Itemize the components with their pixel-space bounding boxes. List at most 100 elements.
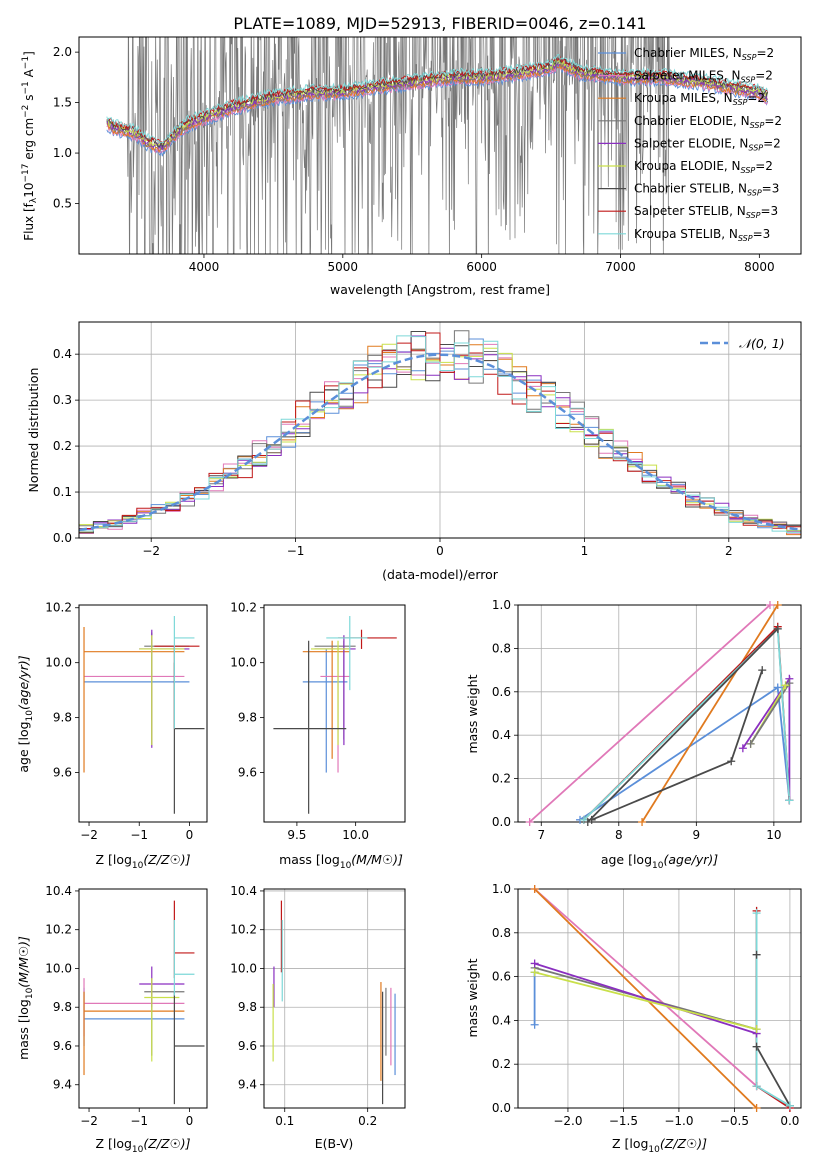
legend-entry-name: Kroupa ELODIE, N bbox=[634, 159, 741, 173]
y-tick-label: 10.0 bbox=[45, 961, 72, 975]
weight-marker bbox=[758, 666, 767, 675]
x-tick-label: 9 bbox=[693, 828, 701, 842]
y-tick-label: 0.4 bbox=[53, 347, 72, 361]
legend-entry-tail: =2 bbox=[764, 114, 782, 128]
y-tick-label: 9.8 bbox=[53, 711, 72, 725]
y-tick-label: 0.6 bbox=[492, 685, 511, 699]
axis-label-main: Z [log bbox=[612, 1136, 648, 1151]
y-tick-label: 9.6 bbox=[53, 1039, 72, 1053]
axis-label-sub: 10 bbox=[648, 1145, 660, 1155]
x-tick-label: 0 bbox=[436, 544, 444, 558]
legend-entry-tail: =2 bbox=[755, 159, 773, 173]
legend-entry-sub: SSP bbox=[746, 211, 761, 220]
y-axis-label-part: ] bbox=[22, 51, 36, 56]
axes-frame bbox=[517, 888, 802, 1109]
legend-entry-name: Chabrier MILES, N bbox=[634, 46, 742, 60]
panel-mass-weight-vs-Z: −2.0 −1.5 −1.0 −0.5 0.0 0.0 0.2 0.4 0.6 0.8 1.0 Z [… bbox=[465, 882, 802, 1155]
legend-entry-sub: SSP bbox=[747, 189, 762, 198]
y-tick-label: 10.4 bbox=[230, 884, 257, 898]
panel-age-vs-mass: 9.5 10.0 9.6 9.8 10.0 10.2 mass [log10(M/M☉)] bbox=[230, 601, 406, 871]
x-tick-label: 6000 bbox=[466, 260, 497, 274]
legend-entry-name: Chabrier STELIB, N bbox=[634, 182, 747, 196]
x-tick-label: −2 bbox=[142, 544, 160, 558]
y-tick-label: 1.0 bbox=[492, 882, 511, 896]
axis-label-end: (Z/Z☉)] bbox=[143, 1136, 190, 1151]
y-tick-label: 9.6 bbox=[53, 766, 72, 780]
y-tick-label: 10.0 bbox=[230, 656, 257, 670]
x-tick-label: 7000 bbox=[605, 260, 636, 274]
y-axis-label-part: −17 bbox=[21, 164, 31, 183]
axis-label-sub: 10 bbox=[25, 987, 35, 999]
axis-label-sub: 10 bbox=[25, 710, 35, 722]
plot-area-residuals bbox=[79, 330, 801, 536]
x-tick-label: −1 bbox=[287, 544, 305, 558]
panel-spectrum: 4000 5000 6000 7000 8000 0.5 1.0 1.5 2.0 waveleng… bbox=[21, 36, 802, 297]
legend-entry-name: Salpeter MILES, N bbox=[634, 69, 741, 83]
legend-entry-tail: =3 bbox=[762, 182, 780, 196]
y-tick-label: 0.2 bbox=[53, 439, 72, 453]
x-tick-label: 8000 bbox=[744, 260, 775, 274]
legend-entry-name: Kroupa MILES, N bbox=[634, 91, 733, 105]
y-axis-label: mass weight bbox=[465, 958, 480, 1037]
y-tick-label: 0.6 bbox=[492, 970, 511, 984]
y-tick-label: 9.6 bbox=[238, 766, 257, 780]
y-tick-label: 1.5 bbox=[53, 96, 72, 110]
legend-entry-sub: SSP bbox=[741, 76, 756, 85]
x-tick-label: 2 bbox=[725, 544, 733, 558]
y-tick-label: 0.2 bbox=[492, 772, 511, 786]
y-tick-label: 10.2 bbox=[230, 923, 257, 937]
x-tick-label: 1 bbox=[581, 544, 589, 558]
x-tick-label: 10.0 bbox=[342, 828, 369, 842]
y-axis-label-part: 10 bbox=[22, 183, 36, 198]
axis-label: Z [log10(Z/Z☉)] bbox=[95, 852, 190, 871]
weight-marker bbox=[752, 1104, 761, 1112]
axis-label: Z [log10(Z/Z☉)] bbox=[612, 1136, 707, 1155]
weight-marker bbox=[752, 909, 761, 918]
weight-line-kroupa-elodie bbox=[534, 971, 757, 1031]
weight-marker bbox=[785, 1101, 794, 1110]
axis-label: age [log10(age/yr)] bbox=[601, 852, 718, 871]
weight-marker bbox=[773, 601, 782, 609]
y-tick-label: 0.4 bbox=[492, 728, 511, 742]
y-tick-label: 10.2 bbox=[230, 601, 257, 615]
legend-entry: Chabrier MILES, NSSP=2 bbox=[634, 46, 774, 62]
axis-label-end: (Z/Z☉)] bbox=[143, 852, 190, 867]
axis-label: age [log10(age/yr)] bbox=[16, 655, 35, 772]
weight-marker bbox=[746, 739, 755, 748]
axis-label-end: (Z/Z☉)] bbox=[660, 1136, 707, 1151]
x-tick-label: −2.0 bbox=[553, 1114, 582, 1128]
legend-entry-tail: =3 bbox=[760, 204, 778, 218]
axis-label-end: (M/M☉)] bbox=[351, 852, 403, 867]
plot-area-age-vs-mass bbox=[273, 615, 397, 814]
y-tick-label: 9.8 bbox=[53, 1000, 72, 1014]
y-axis-label: Flux [fλ10−17 erg cm−2 s−1 A−1] bbox=[21, 51, 39, 241]
weight-marker bbox=[727, 757, 736, 766]
weight-line-salpeter-stelib bbox=[755, 910, 791, 1108]
y-axis-label: mass weight bbox=[465, 674, 480, 753]
axis-label-main: age [log bbox=[16, 721, 31, 772]
y-axis-label-part: λ bbox=[29, 197, 39, 203]
y-tick-label: 9.8 bbox=[238, 711, 257, 725]
model-line-kroupa-stelib bbox=[106, 54, 769, 144]
y-axis-label-part: −2 bbox=[21, 105, 31, 118]
weight-line-kroupa-miles bbox=[641, 605, 779, 822]
x-tick-label: 0.2 bbox=[358, 1114, 377, 1128]
weight-marker bbox=[765, 601, 774, 609]
weight-marker bbox=[530, 959, 539, 968]
plot-area-age-vs-Z bbox=[83, 615, 205, 814]
y-tick-label: 1.0 bbox=[53, 146, 72, 160]
axes-frame bbox=[517, 604, 802, 823]
y-tick-label: 10.0 bbox=[230, 961, 257, 975]
weight-line-salpeter-miles bbox=[534, 889, 791, 1108]
axis-label-main: age [log bbox=[601, 852, 652, 867]
plot-area-mass-weight-vs-age bbox=[528, 605, 791, 822]
x-tick-label: −0.5 bbox=[720, 1114, 749, 1128]
x-tick-label: −1.5 bbox=[609, 1114, 638, 1128]
y-tick-label: 2.0 bbox=[53, 45, 72, 59]
legend-entry: Chabrier STELIB, NSSP=3 bbox=[634, 182, 779, 198]
weight-marker bbox=[752, 950, 761, 959]
legend-entry-name: Kroupa STELIB, N bbox=[634, 227, 738, 241]
legend-entry-tail: =2 bbox=[756, 46, 774, 60]
y-tick-label: 1.0 bbox=[492, 598, 511, 612]
y-tick-label: 0.4 bbox=[492, 1013, 511, 1027]
